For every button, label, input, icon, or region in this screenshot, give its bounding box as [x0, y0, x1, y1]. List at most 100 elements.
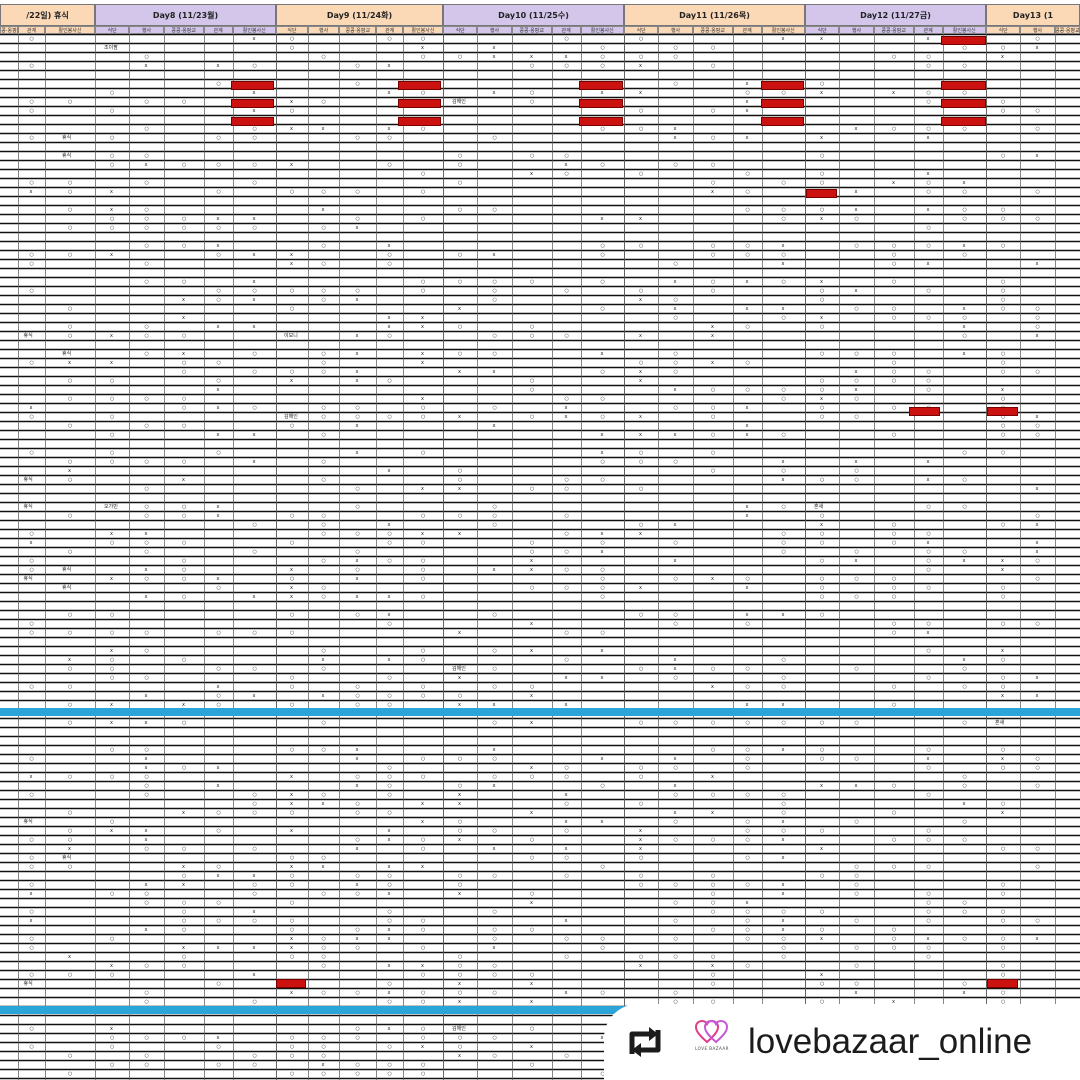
cross-mark: x [321, 1062, 325, 1068]
circle-mark: ○ [290, 1071, 295, 1077]
circle-mark: ○ [745, 855, 750, 861]
circle-mark: ○ [387, 810, 392, 816]
cross-mark: x [29, 405, 33, 411]
circle-mark: ○ [182, 927, 187, 933]
circle-mark: ○ [962, 477, 967, 483]
circle-mark: ○ [926, 225, 931, 231]
cross-mark: x [68, 954, 71, 960]
circle-mark: ○ [926, 675, 931, 681]
circle-mark: ○ [926, 567, 931, 573]
circle-mark: ○ [673, 45, 678, 51]
circle-mark: ○ [182, 963, 187, 969]
cross-mark: x [144, 63, 148, 69]
cross-mark: x [216, 504, 220, 510]
circle-mark: ○ [892, 945, 897, 951]
name-label: 김해인 [452, 666, 466, 672]
day-header-1: Day8 (11/23월) [95, 4, 276, 26]
cross-mark: x [926, 261, 930, 267]
circle-mark: ○ [421, 279, 426, 285]
circle-mark: ○ [854, 819, 859, 825]
circle-mark: ○ [781, 657, 786, 663]
circle-mark: ○ [182, 279, 187, 285]
cross-mark: x [458, 486, 461, 492]
circle-mark: ○ [820, 594, 825, 600]
circle-mark: ○ [252, 63, 257, 69]
cross-mark: x [926, 630, 930, 636]
rest-label: 휴식 [23, 477, 33, 483]
circle-mark: ○ [68, 810, 73, 816]
circle-mark: ○ [29, 756, 34, 762]
circle-mark: ○ [820, 873, 825, 879]
circle-mark: ○ [892, 126, 897, 132]
sub-header: 활인봉사신 [580, 26, 624, 34]
circle-mark: ○ [29, 864, 34, 870]
circle-mark: ○ [820, 81, 825, 87]
circle-mark: ○ [711, 45, 716, 51]
logo-text: LOVE BAZAAR [695, 1046, 729, 1051]
circle-mark: ○ [492, 963, 497, 969]
cross-mark: x [600, 531, 604, 537]
cross-mark: x [781, 918, 785, 924]
circle-mark: ○ [387, 378, 392, 384]
sub-header: 행사 [129, 26, 164, 34]
circle-mark: ○ [820, 981, 825, 987]
account-handle[interactable]: lovebazaar_online [748, 1022, 1033, 1061]
circle-mark: ○ [820, 297, 825, 303]
circle-mark: ○ [745, 882, 750, 888]
cross-mark: x [711, 576, 714, 582]
circle-mark: ○ [745, 189, 750, 195]
circle-mark: ○ [781, 720, 786, 726]
rest-label: 휴식 [23, 576, 33, 582]
circle-mark: ○ [110, 657, 115, 663]
circle-mark: ○ [820, 540, 825, 546]
circle-mark: ○ [421, 414, 426, 420]
cross-mark: x [673, 126, 677, 132]
cross-mark: x [1035, 675, 1039, 681]
circle-mark: ○ [355, 891, 360, 897]
cross-mark: x [355, 846, 359, 852]
cross-mark: x [110, 360, 113, 366]
circle-mark: ○ [458, 882, 463, 888]
cross-mark: x [926, 936, 930, 942]
cross-mark: x [252, 945, 256, 951]
cross-mark: x [600, 549, 604, 555]
cross-mark: x [110, 333, 113, 339]
circle-mark: ○ [29, 621, 34, 627]
circle-mark: ○ [962, 900, 967, 906]
circle-mark: ○ [1001, 999, 1006, 1005]
circle-mark: ○ [854, 378, 859, 384]
circle-mark: ○ [530, 549, 535, 555]
cross-mark: x [962, 801, 966, 807]
circle-mark: ○ [458, 153, 463, 159]
repost-badge[interactable]: LOVE BAZAAR lovebazaar_online [604, 1004, 1080, 1080]
circle-mark: ○ [711, 180, 716, 186]
cross-mark: x [673, 387, 677, 393]
cross-mark: x [110, 252, 113, 258]
circle-mark: ○ [290, 45, 295, 51]
cross-mark: x [781, 243, 785, 249]
circle-mark: ○ [820, 576, 825, 582]
circle-mark: ○ [68, 396, 73, 402]
circle-mark: ○ [252, 180, 257, 186]
circle-mark: ○ [745, 387, 750, 393]
circle-mark: ○ [1001, 684, 1006, 690]
circle-mark: ○ [820, 612, 825, 618]
circle-mark: ○ [321, 963, 326, 969]
cross-mark: x [387, 657, 391, 663]
cross-mark: x [1035, 486, 1039, 492]
circle-mark: ○ [781, 540, 786, 546]
circle-mark: ○ [1001, 450, 1006, 456]
cross-mark: x [216, 405, 220, 411]
circle-mark: ○ [355, 135, 360, 141]
circle-mark: ○ [639, 774, 644, 780]
circle-mark: ○ [673, 720, 678, 726]
circle-mark: ○ [110, 378, 115, 384]
name-label: 김해인 [452, 1026, 466, 1032]
circle-mark: ○ [781, 279, 786, 285]
circle-mark: ○ [182, 720, 187, 726]
circle-mark: ○ [387, 783, 392, 789]
circle-mark: ○ [564, 153, 569, 159]
circle-mark: ○ [854, 945, 859, 951]
circle-mark: ○ [216, 135, 221, 141]
